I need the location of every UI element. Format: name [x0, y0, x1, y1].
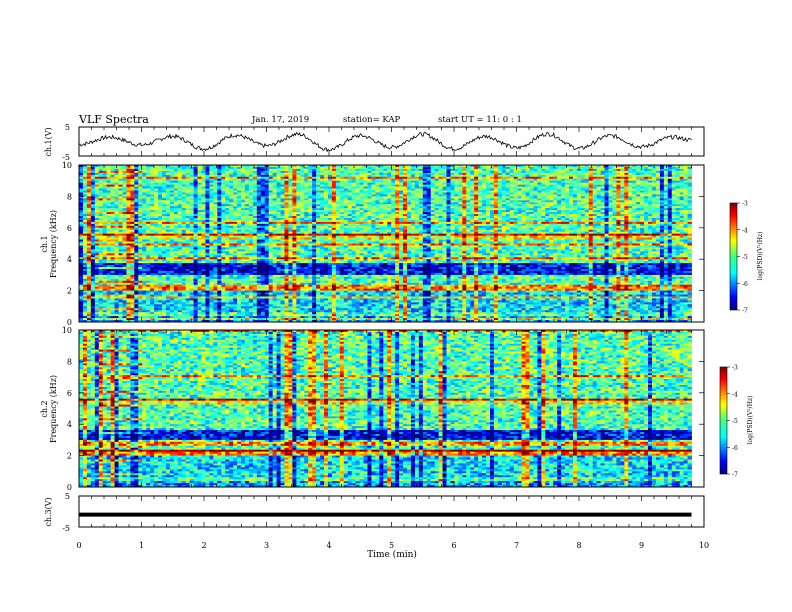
ch1-waveform-ticks [79, 127, 704, 156]
ch1-waveform-panel: 5 -5 ch.1(V) [44, 123, 704, 162]
ch1-waveform-trace [79, 132, 692, 151]
ch1-ytick-top: 5 [65, 123, 70, 132]
vlf-spectra-figure: VLF Spectra Jan. 17, 2019 station= KAP s… [0, 0, 792, 612]
ch1-spectrogram-heatmap [79, 165, 692, 322]
start-time-label: start UT = 11: 0 : 1 [438, 115, 522, 125]
station-label: station= KAP [343, 115, 401, 125]
date-label: Jan. 17, 2019 [251, 115, 309, 125]
ch1-waveform-ylabel: ch.1(V) [44, 127, 53, 156]
figure-title: VLF Spectra [78, 113, 149, 126]
